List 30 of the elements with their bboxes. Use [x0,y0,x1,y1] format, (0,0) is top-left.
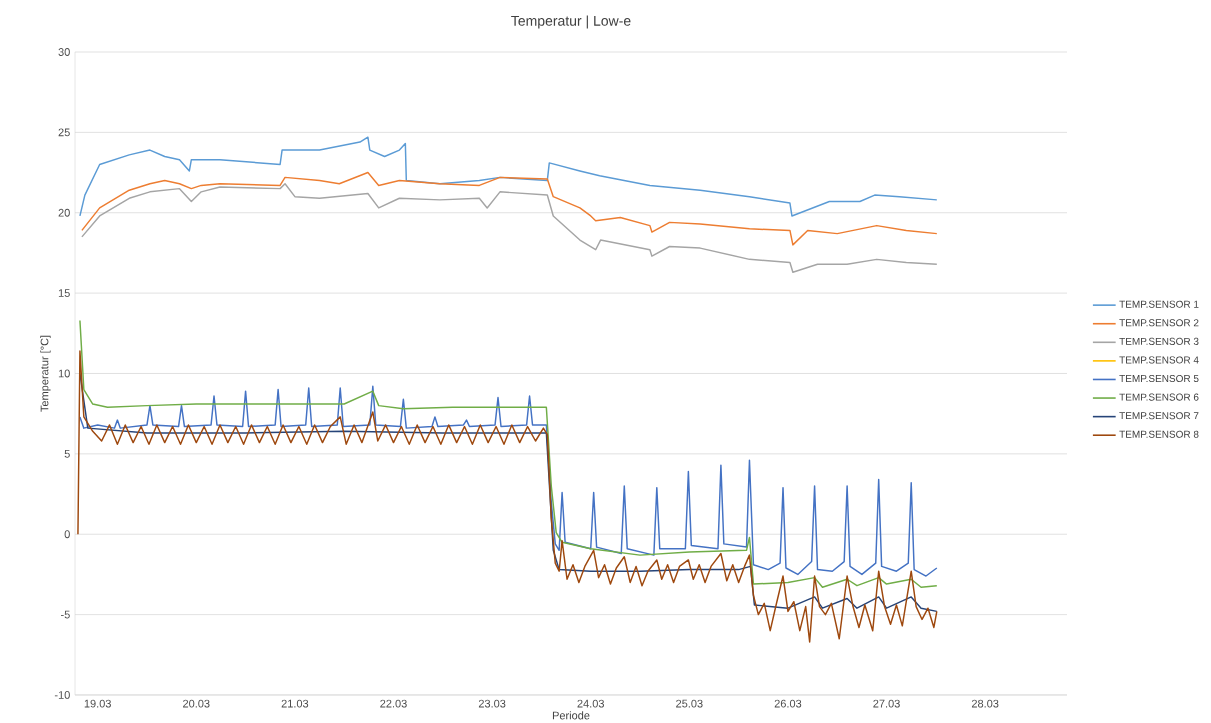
x-tick-label: 28.03 [971,699,999,708]
x-tick-label: 19.03 [84,699,111,708]
x-tick-label: 27.03 [873,699,900,708]
legend-label: TEMP.SENSOR 6 [1119,393,1199,401]
legend-label: TEMP.SENSOR 8 [1119,430,1199,438]
legend-label: TEMP.SENSOR 4 [1119,356,1199,364]
x-tick-label: 20.03 [183,699,210,708]
legend-label: TEMP.SENSOR 2 [1119,319,1199,327]
legend-label: TEMP.SENSOR 1 [1119,300,1199,308]
x-tick-label: 25.03 [676,699,703,708]
legend-label: TEMP.SENSOR 5 [1119,374,1199,383]
x-axis-title: Periode [552,711,590,720]
x-tick-label: 21.03 [281,699,309,708]
y-tick-label: 5 [64,450,70,458]
y-axis-title: Temperatur [°C] [40,335,51,412]
x-tick-label: 24.03 [577,699,604,708]
y-tick-label: 20 [58,208,70,217]
y-tick-label: 15 [58,289,70,297]
x-tick-label: 22.03 [380,699,407,708]
chart-title: Temperatur | Low-e [511,15,631,29]
y-tick-label: -10 [54,691,70,699]
legend-label: TEMP.SENSOR 7 [1119,412,1199,420]
x-tick-label: 23.03 [478,699,506,708]
y-tick-label: 10 [58,369,70,378]
y-tick-label: -5 [61,610,70,619]
y-tick-label: 25 [58,128,70,137]
y-tick-label: 0 [64,530,70,539]
y-tick-label: 30 [58,48,70,56]
x-tick-label: 26.03 [774,699,802,708]
legend-label: TEMP.SENSOR 3 [1119,337,1199,345]
